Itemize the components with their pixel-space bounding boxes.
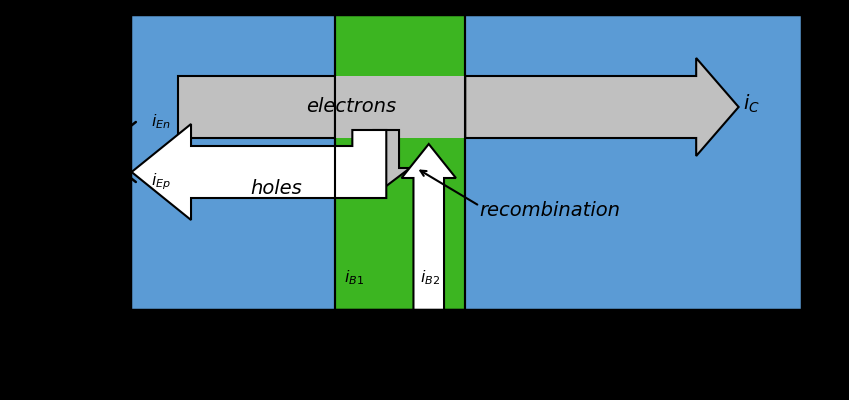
Text: $i_E$: $i_E$ — [105, 149, 121, 171]
Text: $i_{B1}$: $i_{B1}$ — [344, 269, 364, 287]
Text: $i_{Ep}$: $i_{Ep}$ — [151, 172, 171, 192]
Polygon shape — [363, 130, 410, 186]
Text: $i_{En}$: $i_{En}$ — [151, 113, 171, 131]
Bar — [130, 14, 802, 310]
Text: $i_{B2}$: $i_{B2}$ — [420, 269, 441, 287]
Polygon shape — [178, 76, 335, 138]
Text: recombination: recombination — [480, 200, 621, 220]
Polygon shape — [132, 124, 386, 220]
Polygon shape — [465, 58, 739, 156]
Polygon shape — [402, 144, 456, 310]
Text: $i_C$: $i_C$ — [743, 93, 760, 115]
Polygon shape — [335, 76, 465, 138]
Text: electrons: electrons — [306, 96, 396, 116]
Bar — [335, 14, 465, 310]
Text: holes: holes — [250, 178, 302, 198]
Bar — [335, 14, 465, 310]
Bar — [130, 14, 802, 310]
